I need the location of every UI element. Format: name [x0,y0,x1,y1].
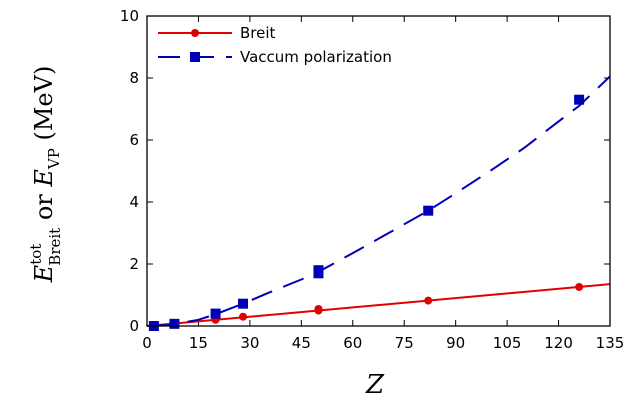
x-tick-label: 0 [142,334,152,352]
axis-ticks: 0 15 30 45 60 75 90 105 120 135 0 2 4 6 8 10 [120,7,624,352]
data-point [423,205,434,216]
data-point [575,282,584,291]
plot-frame [146,15,611,327]
y-axis-title: EtotBreit or EVP (MeV) [27,66,64,284]
series-line [153,75,611,327]
data-point [424,296,433,305]
x-tick-label: 75 [395,334,414,352]
data-point [314,304,323,313]
y-tick-label: 6 [129,131,139,149]
legend-label-vacuum-polarization: Vaccum polarization [240,48,392,66]
legend-marker-vacuum-polarization [190,52,200,62]
x-tick-label: 60 [343,334,362,352]
x-tick-label: 15 [189,334,208,352]
legend: Breit Vaccum polarization [158,24,392,66]
x-tick-label: 45 [292,334,311,352]
y-tick-label: 4 [129,193,139,211]
data-point [239,312,248,321]
data-point [574,94,585,105]
x-tick-label: 105 [493,334,522,352]
y-tick-label: 2 [129,255,139,273]
x-tick-label: 90 [446,334,465,352]
legend-label-breit: Breit [240,24,276,42]
y-tick-label: 8 [129,69,139,87]
series-vacuum-polarization [148,75,611,331]
data-point [313,265,324,276]
legend-entry-breit: Breit [158,24,276,42]
data-point [238,298,249,309]
x-tick-label: 30 [240,334,259,352]
series-line [146,283,611,327]
data-point [210,308,221,319]
x-tick-label: 135 [596,334,625,352]
x-axis-title: Z [365,370,385,399]
x-tick-label: 120 [544,334,573,352]
y-tick-label: 0 [129,317,139,335]
legend-marker-breit [191,29,199,37]
series-layer [146,75,611,331]
series-breit [146,282,611,330]
y-tick-label: 10 [120,7,139,25]
legend-entry-vacuum-polarization: Vaccum polarization [158,48,392,66]
data-point [169,318,180,329]
